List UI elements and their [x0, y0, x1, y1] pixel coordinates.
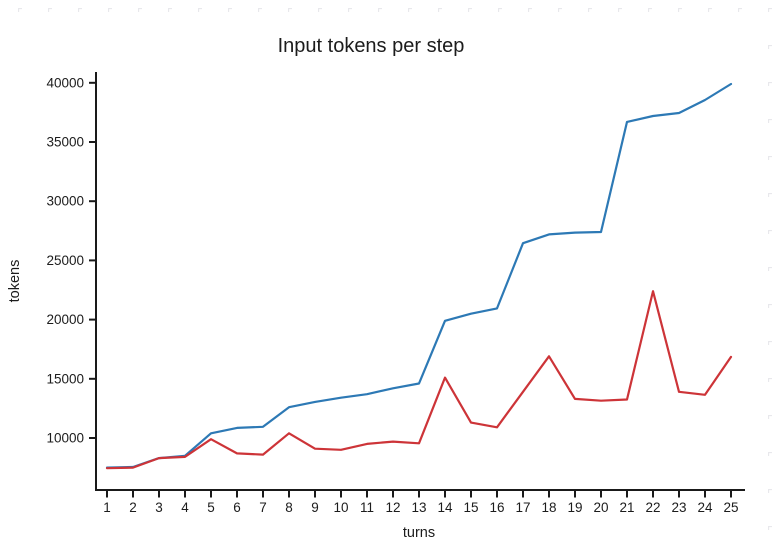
x-tick-label: 2 — [129, 500, 137, 515]
y-tick-label: 40000 — [46, 75, 84, 90]
x-tick-label: 14 — [437, 500, 453, 515]
y-tick-label: 15000 — [46, 371, 84, 386]
x-tick-label: 3 — [155, 500, 163, 515]
chart-title: Input tokens per step — [278, 35, 465, 57]
y-tick-label: 10000 — [46, 431, 84, 446]
x-tick-label: 19 — [567, 500, 582, 515]
x-axis-label: turns — [403, 525, 435, 541]
x-tick-label: 9 — [311, 500, 319, 515]
x-tick-label: 17 — [515, 500, 530, 515]
x-tick-label: 21 — [619, 500, 634, 515]
x-tick-label: 11 — [360, 500, 374, 515]
y-axis-label: tokens — [7, 260, 23, 303]
y-tick-label: 35000 — [46, 135, 84, 150]
y-axis-ticks: 10000 15000 20000 25000 30000 35000 40000 — [46, 75, 96, 446]
x-tick-label: 18 — [541, 500, 556, 515]
x-tick-label: 8 — [285, 500, 293, 515]
x-tick-label: 7 — [259, 500, 267, 515]
x-tick-label: 25 — [723, 500, 738, 515]
x-tick-label: 24 — [697, 500, 713, 515]
x-tick-label: 5 — [207, 500, 215, 515]
x-tick-label: 22 — [645, 500, 660, 515]
figure-card — [6, 20, 757, 556]
x-tick-label: 13 — [411, 500, 426, 515]
x-tick-label: 16 — [489, 500, 504, 515]
y-tick-label: 30000 — [46, 194, 84, 209]
x-tick-label: 20 — [593, 500, 608, 515]
series-line-red-per-step-series — [105, 290, 733, 470]
x-tick-label: 6 — [233, 500, 241, 515]
y-tick-label: 25000 — [46, 253, 84, 268]
x-tick-label: 15 — [463, 500, 478, 515]
x-tick-label: 10 — [333, 500, 348, 515]
x-tick-label: 4 — [181, 500, 189, 515]
x-tick-label: 12 — [385, 500, 400, 515]
series-line-blue-cumulative-series — [105, 82, 733, 469]
x-tick-label: 23 — [671, 500, 686, 515]
x-axis-ticks: 1 2 3 4 5 6 7 8 9 10 11 12 13 14 15 16 17 18 19 20 21 22 23 24 2… — [103, 490, 739, 515]
plot-series — [105, 82, 733, 470]
y-tick-label: 20000 — [46, 312, 84, 327]
x-tick-label: 1 — [103, 500, 111, 515]
